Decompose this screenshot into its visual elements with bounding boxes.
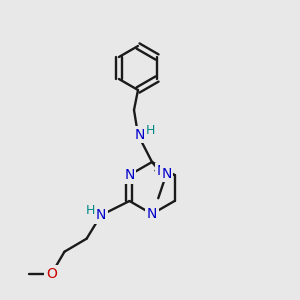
Text: N: N xyxy=(124,168,135,182)
Text: N: N xyxy=(161,167,172,181)
Text: H: H xyxy=(145,124,155,137)
Text: N: N xyxy=(147,207,157,221)
Text: N: N xyxy=(135,128,145,142)
Text: O: O xyxy=(46,267,57,281)
Text: N: N xyxy=(156,164,167,178)
Text: N: N xyxy=(96,208,106,222)
Text: H: H xyxy=(86,204,96,217)
